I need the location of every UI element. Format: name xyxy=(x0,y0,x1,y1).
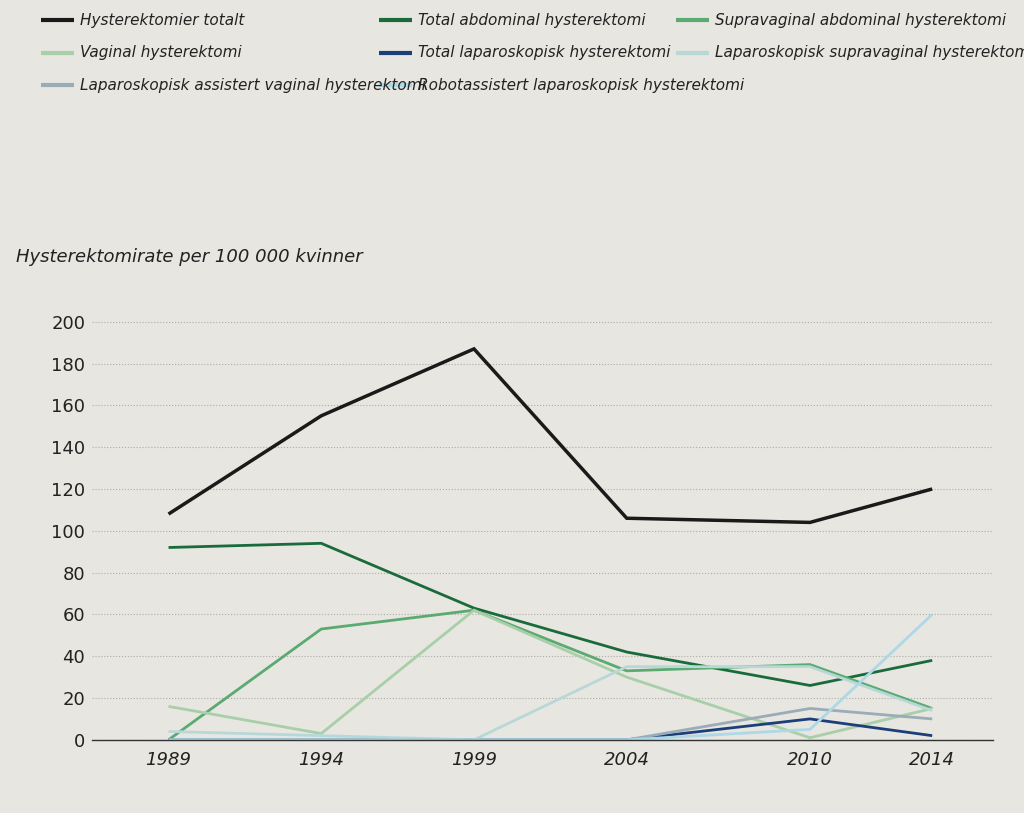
Text: Laparoskopisk supravaginal hysterektomi: Laparoskopisk supravaginal hysterektomi xyxy=(715,46,1024,60)
Text: Robotassistert laparoskopisk hysterektomi: Robotassistert laparoskopisk hysterektom… xyxy=(418,78,744,93)
Text: Vaginal hysterektomi: Vaginal hysterektomi xyxy=(80,46,242,60)
Text: Hysterektomier totalt: Hysterektomier totalt xyxy=(80,13,245,28)
Text: Total laparoskopisk hysterektomi: Total laparoskopisk hysterektomi xyxy=(418,46,671,60)
Text: Supravaginal abdominal hysterektomi: Supravaginal abdominal hysterektomi xyxy=(715,13,1006,28)
Text: Hysterektomirate per 100 000 kvinner: Hysterektomirate per 100 000 kvinner xyxy=(15,248,362,266)
Text: Laparoskopisk assistert vaginal hysterektomi: Laparoskopisk assistert vaginal hysterek… xyxy=(80,78,426,93)
Text: Total abdominal hysterektomi: Total abdominal hysterektomi xyxy=(418,13,645,28)
